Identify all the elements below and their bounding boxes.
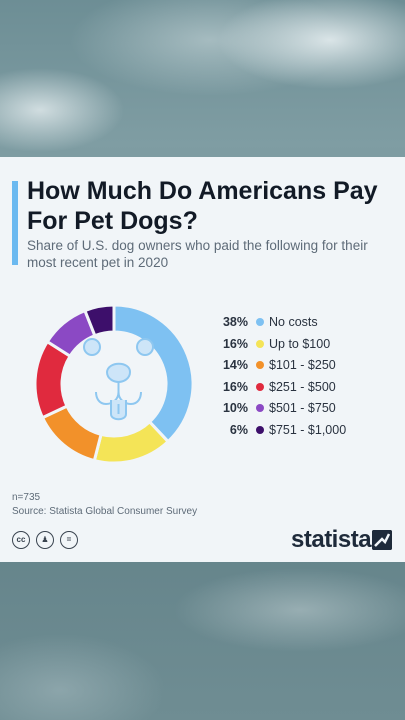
- donut-chart: [33, 303, 195, 465]
- legend-label: $101 - $250: [269, 358, 336, 373]
- legend-item: 16% $251 - $500: [218, 380, 398, 402]
- cc-icon[interactable]: cc: [12, 531, 30, 549]
- dog-face-icon: [83, 338, 154, 421]
- legend-value: 10%: [222, 401, 248, 416]
- infographic-card: How Much Do Americans Pay For Pet Dogs? …: [0, 157, 405, 562]
- legend-label: $251 - $500: [269, 379, 336, 394]
- legend-label: $501 - $750: [269, 401, 336, 416]
- chart-subtitle: Share of U.S. dog owners who paid the fo…: [27, 238, 368, 270]
- legend-value: 6%: [229, 422, 248, 437]
- chart-legend: 38% No costs 16% Up to $100 14% $101 - $…: [218, 315, 398, 445]
- legend-item: 38% No costs: [218, 315, 398, 337]
- legend-value: 16%: [222, 379, 248, 394]
- legend-item: 14% $101 - $250: [218, 358, 398, 380]
- legend-item: 10% $501 - $750: [218, 401, 398, 423]
- legend-swatch: [256, 425, 264, 434]
- donut-slice-2: [92, 419, 171, 465]
- legend-value: 16%: [222, 336, 248, 351]
- by-icon[interactable]: ♟: [36, 531, 54, 549]
- statista-logo-icon[interactable]: [372, 530, 392, 550]
- nd-icon[interactable]: =: [60, 531, 78, 549]
- source-note: Source: Statista Global Consumer Survey: [12, 506, 198, 517]
- legend-swatch: [256, 318, 264, 326]
- legend-swatch: [256, 382, 264, 391]
- legend-swatch: [256, 404, 264, 413]
- chart-title: How Much Do Americans Pay For Pet Dogs?: [27, 177, 378, 235]
- title-accent-bar: [12, 181, 18, 265]
- legend-swatch: [256, 339, 264, 348]
- legend-value: 14%: [222, 358, 248, 373]
- donut-slice-6: [82, 303, 116, 338]
- legend-label: Up to $100: [269, 336, 331, 351]
- legend-swatch: [256, 361, 264, 370]
- legend-value: 38%: [222, 315, 248, 329]
- statista-logo-text[interactable]: statista: [291, 526, 372, 553]
- legend-label: No costs: [269, 315, 318, 329]
- legend-label: $751 - $1,000: [269, 422, 347, 437]
- legend-item: 6% $751 - $1,000: [218, 423, 398, 445]
- legend-item: 16% Up to $100: [218, 337, 398, 359]
- sample-size-note: n=735: [12, 492, 41, 503]
